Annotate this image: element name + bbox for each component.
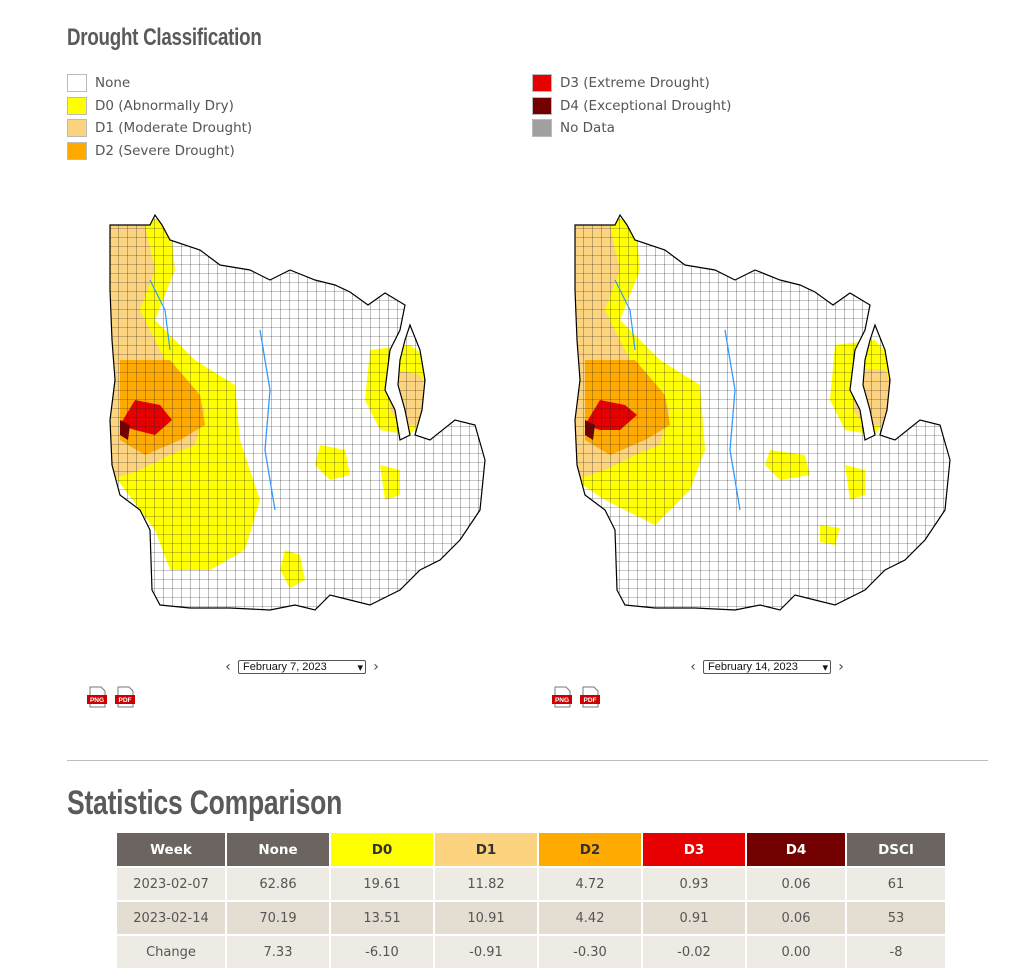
table-cell: 11.82 xyxy=(435,868,537,900)
table-cell: -0.91 xyxy=(435,936,537,968)
header-d2: D2 xyxy=(539,833,641,866)
table-cell: 2023-02-14 xyxy=(117,902,225,934)
table-cell: 4.72 xyxy=(539,868,641,900)
prev-date-arrow-icon[interactable]: ‹ xyxy=(225,659,231,675)
table-cell: 61 xyxy=(847,868,945,900)
midwest-map-graphic xyxy=(574,213,951,611)
png-download-icon[interactable]: PNG xyxy=(551,686,573,708)
header-d0: D0 xyxy=(331,833,433,866)
legend-item-d3: D3 (Extreme Drought) xyxy=(532,72,731,95)
legend-column-2: D3 (Extreme Drought) D4 (Exceptional Dro… xyxy=(532,72,731,140)
legend-column-1: None D0 (Abnormally Dry) D1 (Moderate Dr… xyxy=(67,72,252,162)
table-cell: 62.86 xyxy=(227,868,329,900)
download-icons-2: PNG PDF xyxy=(551,686,601,708)
statistics-table: Week None D0 D1 D2 D3 D4 DSCI 2023-02-07… xyxy=(115,831,947,970)
table-cell: -0.30 xyxy=(539,936,641,968)
stats-title: Statistics Comparison xyxy=(67,784,343,822)
legend-label: D2 (Severe Drought) xyxy=(95,142,235,159)
table-cell: 2023-02-07 xyxy=(117,868,225,900)
pdf-download-icon[interactable]: PDF xyxy=(579,686,601,708)
table-cell: 70.19 xyxy=(227,902,329,934)
pdf-download-icon[interactable]: PDF xyxy=(114,686,136,708)
date-dropdown-2[interactable]: February 14, 2023 ▾ xyxy=(703,660,831,674)
table-cell: -6.10 xyxy=(331,936,433,968)
table-cell: -0.02 xyxy=(643,936,745,968)
chevron-down-icon: ▾ xyxy=(822,661,828,674)
legend-label: D4 (Exceptional Drought) xyxy=(560,97,732,114)
table-cell: 0.06 xyxy=(747,868,845,900)
header-week: Week xyxy=(117,833,225,866)
next-date-arrow-icon[interactable]: › xyxy=(838,659,844,675)
drought-map-feb-14 xyxy=(565,210,965,634)
legend-swatch xyxy=(67,96,87,115)
header-d3: D3 xyxy=(643,833,745,866)
legend-swatch xyxy=(67,74,87,93)
section-divider xyxy=(67,760,988,761)
chevron-down-icon: ▾ xyxy=(357,661,363,674)
date-selector-2: ‹ February 14, 2023 ▾ › xyxy=(687,659,847,675)
table-cell: Change xyxy=(117,936,225,968)
next-date-arrow-icon[interactable]: › xyxy=(373,659,379,675)
table-cell: 0.91 xyxy=(643,902,745,934)
pdf-label: PDF xyxy=(584,697,597,704)
table-row: Change 7.33 -6.10 -0.91 -0.30 -0.02 0.00… xyxy=(117,936,945,968)
legend-label: D0 (Abnormally Dry) xyxy=(95,97,234,114)
table-cell: 53 xyxy=(847,902,945,934)
page-title: Drought Classification xyxy=(67,24,262,51)
prev-date-arrow-icon[interactable]: ‹ xyxy=(690,659,696,675)
table-cell: 0.06 xyxy=(747,902,845,934)
table-row: 2023-02-14 70.19 13.51 10.91 4.42 0.91 0… xyxy=(117,902,945,934)
legend-item-no-data: No Data xyxy=(532,117,731,140)
date-dropdown-value: February 14, 2023 xyxy=(708,661,798,673)
table-cell: 0.00 xyxy=(747,936,845,968)
table-cell: 10.91 xyxy=(435,902,537,934)
table-cell: -8 xyxy=(847,936,945,968)
legend-item-none: None xyxy=(67,72,252,95)
legend-swatch xyxy=(67,119,87,138)
header-d4: D4 xyxy=(747,833,845,866)
table-header-row: Week None D0 D1 D2 D3 D4 DSCI xyxy=(117,833,945,866)
legend-swatch xyxy=(532,119,552,138)
legend-swatch xyxy=(532,74,552,93)
legend-item-d0: D0 (Abnormally Dry) xyxy=(67,95,252,118)
date-dropdown-1[interactable]: February 7, 2023 ▾ xyxy=(238,660,366,674)
table-cell: 13.51 xyxy=(331,902,433,934)
legend-label: No Data xyxy=(560,120,615,137)
legend-item-d4: D4 (Exceptional Drought) xyxy=(532,95,731,118)
download-icons-1: PNG PDF xyxy=(86,686,136,708)
midwest-map-graphic xyxy=(109,213,486,611)
table-cell: 19.61 xyxy=(331,868,433,900)
png-label: PNG xyxy=(90,697,104,704)
legend-item-d1: D1 (Moderate Drought) xyxy=(67,117,252,140)
header-dsci: DSCI xyxy=(847,833,945,866)
pdf-label: PDF xyxy=(119,697,132,704)
table-cell: 0.93 xyxy=(643,868,745,900)
table-row: 2023-02-07 62.86 19.61 11.82 4.72 0.93 0… xyxy=(117,868,945,900)
drought-map-feb-7 xyxy=(100,210,500,634)
png-label: PNG xyxy=(555,697,569,704)
legend-swatch xyxy=(67,141,87,160)
table-cell: 4.42 xyxy=(539,902,641,934)
header-none: None xyxy=(227,833,329,866)
legend-label: None xyxy=(95,75,131,92)
legend-swatch xyxy=(532,96,552,115)
date-dropdown-value: February 7, 2023 xyxy=(243,661,327,673)
legend-label: D1 (Moderate Drought) xyxy=(95,120,253,137)
legend-label: D3 (Extreme Drought) xyxy=(560,75,710,92)
png-download-icon[interactable]: PNG xyxy=(86,686,108,708)
date-selector-1: ‹ February 7, 2023 ▾ › xyxy=(222,659,382,675)
header-d1: D1 xyxy=(435,833,537,866)
table-cell: 7.33 xyxy=(227,936,329,968)
legend-item-d2: D2 (Severe Drought) xyxy=(67,140,252,163)
